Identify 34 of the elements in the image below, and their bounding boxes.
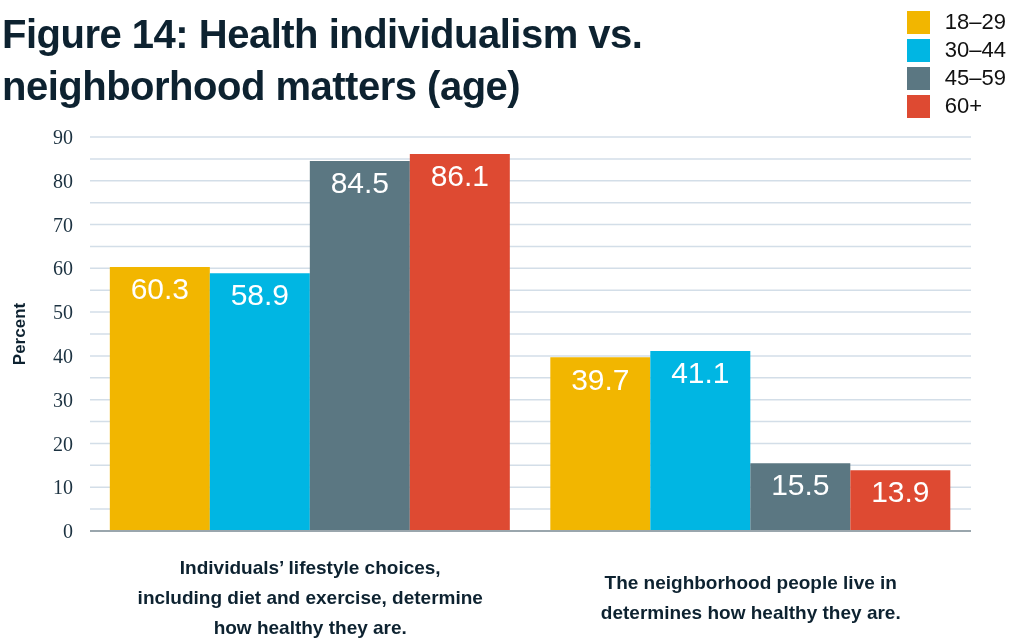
chart-title: Figure 14: Health individualism vs. neighborhood matters (age) [2,11,644,110]
legend-label: 45–59 [944,65,1006,91]
y-tick-label: 60 [53,257,73,280]
bar [409,154,510,531]
legend-label: 60+ [944,93,983,119]
y-axis-title: Percent [9,302,29,366]
data-label: 84.5 [330,166,390,200]
bar [750,463,851,531]
x-tick-label: Individuals’ lifestyle choices, including diet and exercise, determine how healthy they are. [137,556,483,638]
data-label: 58.9 [230,278,290,312]
y-tick-label: 90 [53,126,73,149]
bar [550,357,651,531]
bar [850,470,951,531]
data-label: 39.7 [571,362,630,396]
y-tick-label: 40 [53,344,73,367]
y-tick-label: 80 [53,169,73,192]
y-tick-label: 30 [53,388,73,411]
data-label: 15.5 [771,468,830,502]
bar [109,267,210,531]
y-tick-label: 50 [53,301,73,324]
data-label: 60.3 [130,272,190,306]
x-tick-label: The neighborhood people live in determines how healthy they are. [600,571,901,623]
y-tick-label: 10 [53,476,73,499]
y-tick-label: 70 [53,213,73,236]
bar [650,351,751,531]
y-tick-label: 20 [53,432,73,455]
data-label: 41.1 [671,356,730,390]
bar [209,273,310,531]
y-tick-label: 0 [63,520,73,543]
legend-label: 30–44 [944,37,1006,63]
legend-label: 18–29 [944,9,1006,35]
bar [309,161,410,531]
data-label: 13.9 [871,475,930,509]
data-label: 86.1 [430,159,490,193]
